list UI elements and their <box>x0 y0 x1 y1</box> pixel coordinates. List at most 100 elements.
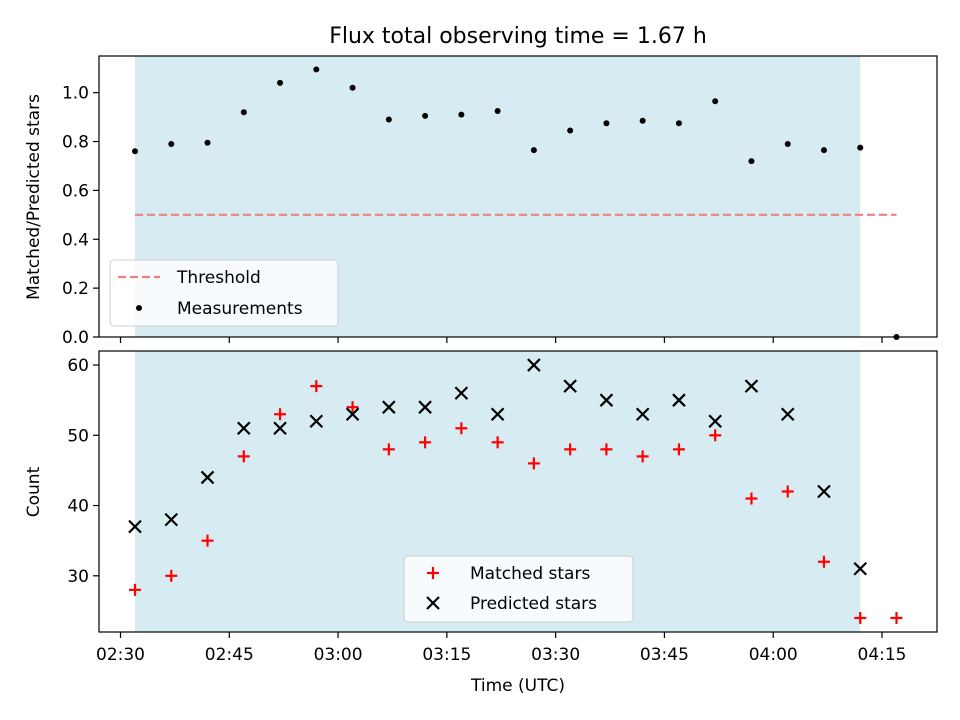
predicted-point <box>817 484 831 499</box>
y-tick-label: 30 <box>67 567 89 587</box>
measurement-point <box>313 66 320 73</box>
matched-point <box>165 569 178 582</box>
predicted-point <box>490 407 505 422</box>
x-tick-label: 03:00 <box>314 645 363 665</box>
measurement-point <box>168 140 175 147</box>
y-axis-label: Count <box>24 466 44 517</box>
predicted-point <box>128 519 142 534</box>
matched-point <box>854 611 867 624</box>
matched-point <box>564 443 577 456</box>
measurement-point <box>385 116 392 123</box>
legend-matched-label: Matched stars <box>470 564 590 584</box>
measurement-point <box>639 117 646 124</box>
legend-measurement-label: Measurements <box>177 299 303 319</box>
measurement-point <box>530 147 537 154</box>
x-tick-label: 04:00 <box>749 645 798 665</box>
measurement-point <box>857 144 864 151</box>
count-panel: 30 40 50 60 02:30 02:45 03:00 03:15 03:30 03:45 04… <box>24 350 938 696</box>
measurement-point <box>458 111 465 118</box>
legend-predicted-label: Predicted stars <box>470 594 597 614</box>
predicted-point <box>744 379 759 393</box>
predicted-point <box>237 421 251 436</box>
matched-point <box>201 534 214 547</box>
y-tick-label: 0.8 <box>62 133 89 153</box>
predicted-point <box>708 414 722 429</box>
matched-point <box>781 485 794 498</box>
predicted-point <box>853 561 868 576</box>
predicted-mark-b <box>672 393 686 407</box>
predicted-point <box>527 358 541 372</box>
predicted-mark-b <box>164 512 179 527</box>
predicted-point <box>309 414 324 429</box>
axes-frame <box>98 350 938 633</box>
predicted-mark-b <box>128 519 142 534</box>
predicted-mark-b <box>599 393 614 407</box>
predicted-point <box>164 512 179 527</box>
measurement-point <box>675 120 682 127</box>
predicted-mark-b <box>454 386 469 400</box>
predicted-mark-b <box>237 421 251 436</box>
measurement-point <box>748 158 755 165</box>
legend-box <box>403 555 634 623</box>
y-tick-label: 0.2 <box>62 279 89 299</box>
matched-point <box>419 436 432 449</box>
x-tick-label: 03:15 <box>422 645 471 665</box>
predicted-point <box>635 407 650 422</box>
x-tick-label: 02:45 <box>205 645 254 665</box>
measurement-point <box>277 79 284 86</box>
measurement-point <box>820 147 827 154</box>
y-tick-label: 0.4 <box>62 230 89 250</box>
legend: Threshold Measurements <box>109 259 339 327</box>
matched-point <box>491 436 504 449</box>
predicted-point <box>780 407 795 422</box>
predicted-mark-b <box>345 407 360 422</box>
measurement-point <box>603 120 610 127</box>
y-tick-label: 0.6 <box>62 181 89 201</box>
matched-point <box>745 492 758 505</box>
predicted-mark-b <box>527 358 541 372</box>
predicted-mark-b <box>780 407 795 422</box>
matched-point <box>346 401 359 414</box>
predicted-point <box>418 400 432 414</box>
x-tick-label: 04:15 <box>858 645 907 665</box>
legend: Matched stars Predicted stars <box>403 555 634 623</box>
matched-point <box>274 408 287 421</box>
matched-point <box>310 380 323 393</box>
matched-point <box>672 443 685 456</box>
predicted-mark-b <box>744 379 759 393</box>
matched-point <box>527 457 540 470</box>
legend-box <box>109 259 339 327</box>
ratio-panel: 0.0 0.2 0.4 0.6 0.8 1.0 Matched/Predicted star… <box>24 55 938 348</box>
measurement-point <box>240 109 247 116</box>
matched-point <box>636 450 649 463</box>
predicted-mark-b <box>200 470 215 485</box>
legend-measurement-swatch <box>136 305 142 311</box>
predicted-point <box>599 393 614 407</box>
predicted-mark-b <box>382 400 396 414</box>
legend-threshold-label: Threshold <box>176 268 261 288</box>
x-tick-label: 02:30 <box>96 645 145 665</box>
predicted-mark-b <box>490 407 505 422</box>
predicted-point <box>382 400 396 414</box>
measurement-point <box>422 112 429 119</box>
x-axis-label: Time (UTC) <box>470 676 565 696</box>
predicted-point <box>563 379 577 393</box>
y-tick-label: 0.0 <box>62 328 89 348</box>
measurement-point <box>494 107 501 114</box>
predicted-mark-b <box>635 407 650 422</box>
predicted-mark-b <box>309 414 324 429</box>
matched-point <box>600 443 613 456</box>
predicted-point <box>273 421 287 436</box>
x-tick-label: 03:45 <box>640 645 689 665</box>
predicted-mark-b <box>563 379 577 393</box>
predicted-point <box>454 386 469 400</box>
matched-point <box>890 611 903 624</box>
predicted-mark-b <box>853 561 868 576</box>
matched-point <box>129 583 142 596</box>
legend-predicted-swatch-b <box>426 596 440 610</box>
y-tick-label: 40 <box>67 497 89 517</box>
chart-title: Flux total observing time = 1.67 h <box>329 24 707 49</box>
predicted-point <box>200 470 215 485</box>
y-tick-label: 1.0 <box>62 84 89 104</box>
predicted-point <box>672 393 686 407</box>
